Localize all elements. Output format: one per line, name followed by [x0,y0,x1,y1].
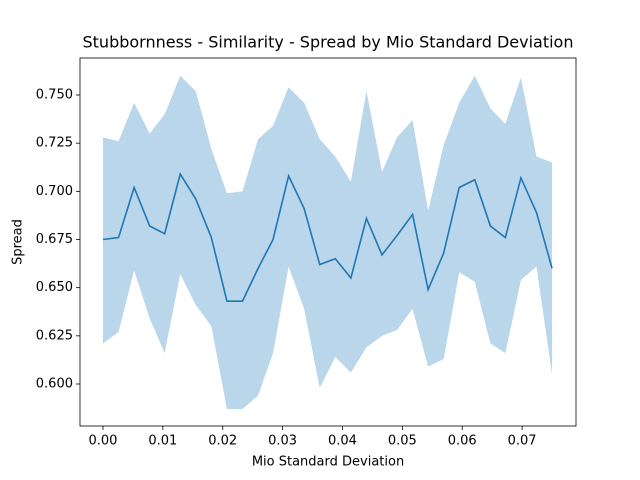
x-tick-label: 0.05 [388,434,417,449]
plot-frame [79,57,577,427]
chart-title: Stubbornness - Similarity - Spread by Mi… [83,33,574,52]
x-axis-label: Mio Standard Deviation [252,455,404,470]
confidence-band [102,75,553,410]
y-tick-label: 0.625 [36,328,73,343]
x-tick-label: 0.00 [89,434,118,449]
y-tick-label: 0.675 [36,232,73,247]
x-tick-label: 0.01 [148,434,177,449]
y-tick-label: 0.650 [36,280,73,295]
y-tick-label: 0.600 [36,376,73,391]
y-axis-label: Spread [11,219,26,265]
x-tick-label: 0.06 [448,434,477,449]
x-tick-label: 0.04 [328,434,357,449]
x-tick-label: 0.03 [268,434,297,449]
y-tick-label: 0.725 [36,136,73,151]
y-tick-label: 0.750 [36,87,73,102]
line [102,171,553,302]
y-tick-label: 0.700 [36,184,73,199]
x-tick-label: 0.02 [208,434,237,449]
x-tick-label: 0.07 [508,434,537,449]
